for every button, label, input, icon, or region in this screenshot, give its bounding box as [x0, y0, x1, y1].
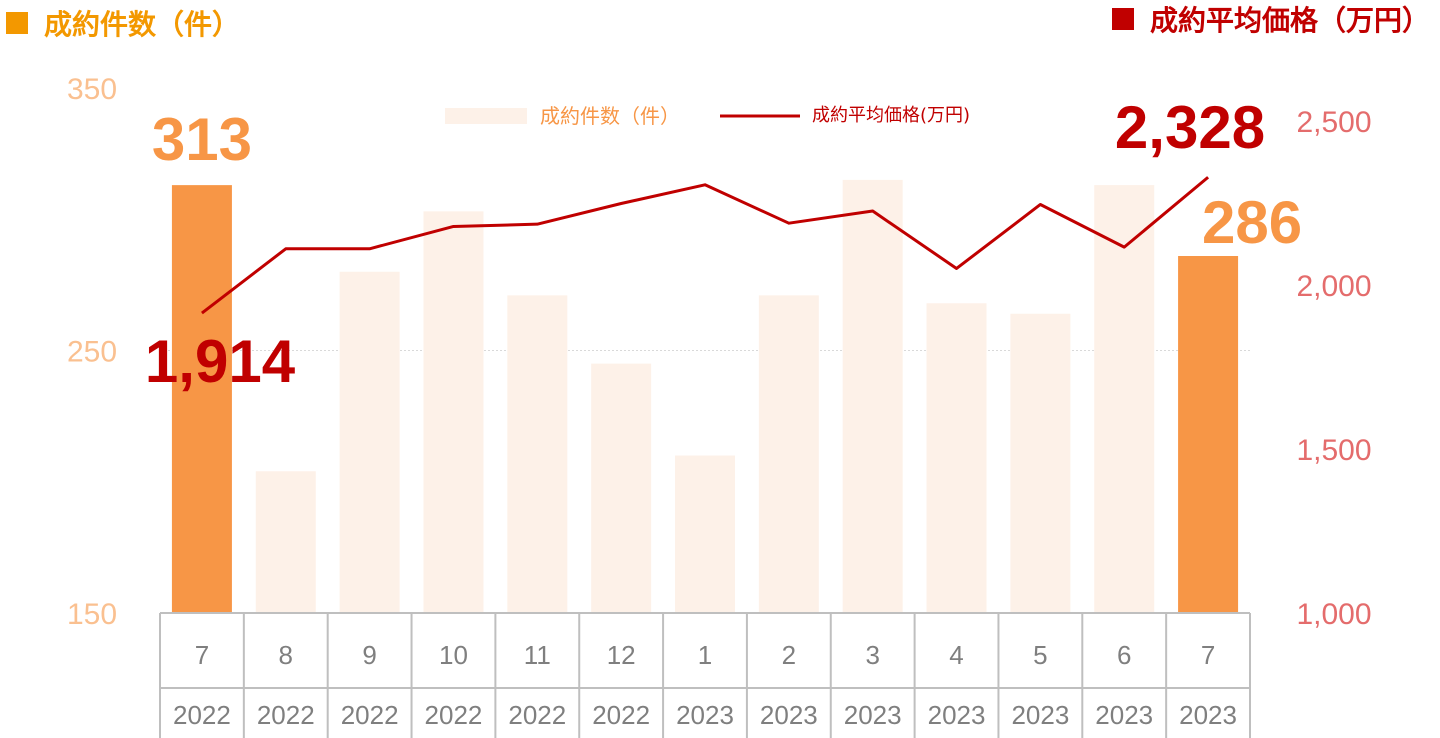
bar-11 — [1094, 185, 1155, 613]
x-tick-year: 2022 — [592, 700, 650, 730]
x-tick-month: 2 — [782, 640, 796, 670]
left-axis-title: 成約件数（件） — [44, 8, 240, 41]
x-tick-year: 2023 — [760, 700, 818, 730]
left-title-marker — [6, 12, 28, 34]
x-tick-month: 4 — [949, 640, 963, 670]
bar-12 — [1178, 256, 1239, 613]
x-tick-year: 2023 — [928, 700, 986, 730]
bar-4 — [507, 295, 568, 613]
x-tick-year: 2022 — [425, 700, 483, 730]
x-tick-year: 2022 — [341, 700, 399, 730]
bar-9 — [926, 303, 987, 613]
right-y-tick: 2,000 — [1296, 270, 1371, 303]
left-y-tick: 250 — [67, 336, 117, 369]
x-tick-year: 2023 — [1095, 700, 1153, 730]
x-tick-month: 1 — [698, 640, 712, 670]
bar-6 — [675, 455, 735, 613]
x-tick-month: 8 — [279, 640, 293, 670]
right-title-marker — [1112, 8, 1134, 30]
bar-7 — [758, 295, 819, 613]
x-tick-month: 5 — [1033, 640, 1047, 670]
left-y-tick: 150 — [67, 598, 117, 631]
x-tick-month: 7 — [1201, 640, 1215, 670]
x-tick-year: 2023 — [676, 700, 734, 730]
x-tick-month: 12 — [607, 640, 636, 670]
x-tick-year: 2023 — [1179, 700, 1237, 730]
x-tick-month: 9 — [362, 640, 376, 670]
bar-3 — [423, 211, 484, 613]
legend-line-label: 成約平均価格(万円) — [812, 105, 970, 126]
x-tick-year: 2022 — [173, 700, 231, 730]
bar-2 — [339, 271, 400, 613]
bar-1 — [255, 471, 316, 613]
bar-8 — [842, 179, 903, 613]
last-bar-label: 286 — [1202, 189, 1302, 256]
x-tick-month: 6 — [1117, 640, 1131, 670]
x-tick-year: 2023 — [1011, 700, 1069, 730]
x-tick-year: 2023 — [844, 700, 902, 730]
bar-5 — [591, 363, 652, 613]
first-line-label: 1,914 — [145, 328, 296, 395]
x-tick-month: 10 — [439, 640, 468, 670]
x-tick-month: 3 — [865, 640, 879, 670]
last-line-label: 2,328 — [1115, 94, 1265, 161]
right-y-tick: 1,500 — [1296, 434, 1371, 467]
x-tick-year: 2022 — [257, 700, 315, 730]
bar-10 — [1010, 313, 1071, 613]
right-y-tick: 2,500 — [1296, 106, 1371, 139]
right-y-tick: 1,000 — [1296, 598, 1371, 631]
legend-bar-swatch — [445, 108, 527, 124]
x-tick-year: 2022 — [508, 700, 566, 730]
x-tick-month: 7 — [195, 640, 209, 670]
left-y-tick: 350 — [67, 73, 117, 106]
x-tick-month: 11 — [524, 640, 551, 670]
first-bar-label: 313 — [152, 106, 252, 173]
legend-bar-label: 成約件数（件） — [540, 104, 680, 128]
bar-0 — [171, 185, 232, 613]
right-axis-title: 成約平均価格（万円） — [1150, 4, 1430, 37]
